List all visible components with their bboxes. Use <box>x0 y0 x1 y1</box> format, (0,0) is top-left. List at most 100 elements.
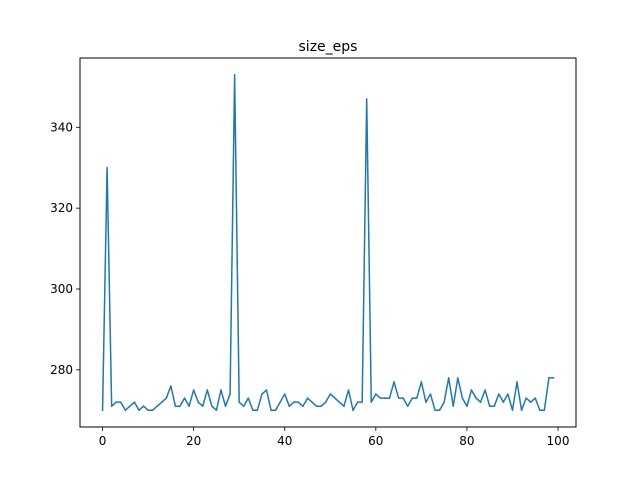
data-point <box>457 377 459 379</box>
data-point <box>402 397 404 399</box>
y-tick-label: 300 <box>50 282 73 296</box>
data-point <box>279 401 281 403</box>
data-point <box>174 405 177 407</box>
data-point <box>242 405 245 407</box>
chart-title: size_eps <box>299 39 358 55</box>
data-point <box>520 409 523 411</box>
data-point <box>297 401 300 403</box>
y-tick-label: 280 <box>50 363 73 377</box>
data-point <box>293 401 295 403</box>
data-point <box>302 405 304 407</box>
data-point <box>179 405 181 407</box>
x-tick-label: 40 <box>277 434 292 448</box>
data-point <box>397 397 400 399</box>
data-point <box>416 397 418 399</box>
data-point <box>247 397 250 399</box>
data-point <box>183 397 186 399</box>
data-point <box>211 405 213 407</box>
data-point <box>110 405 113 407</box>
data-point <box>311 401 313 403</box>
x-tick-label: 80 <box>459 434 474 448</box>
data-point <box>324 401 327 403</box>
x-tick-label: 20 <box>186 434 201 448</box>
data-point <box>101 409 104 411</box>
data-point <box>329 393 332 395</box>
data-point <box>470 389 473 391</box>
data-point <box>252 409 254 411</box>
data-point <box>425 401 427 403</box>
x-tick-label: 60 <box>368 434 383 448</box>
data-point <box>447 377 450 379</box>
data-point <box>201 405 204 407</box>
y-axis-ticks: 280 300 320 340 <box>50 120 80 377</box>
data-point <box>288 405 291 407</box>
data-point <box>151 409 154 411</box>
data-point <box>106 166 108 169</box>
x-axis-ticks: 0 20 40 60 80 100 <box>99 427 570 448</box>
y-tick-label: 340 <box>50 120 73 134</box>
data-point <box>466 405 468 407</box>
data-point <box>534 397 536 399</box>
y-tick-label: 320 <box>50 201 73 215</box>
data-point <box>338 401 341 403</box>
data-point <box>315 405 318 407</box>
data-point <box>488 405 491 407</box>
data-point <box>256 409 259 411</box>
data-point <box>356 401 359 403</box>
data-point <box>165 397 168 399</box>
data-point <box>507 393 509 395</box>
data-point <box>370 401 373 403</box>
x-tick-label: 0 <box>99 434 107 448</box>
series-line <box>101 74 555 411</box>
data-point <box>129 405 131 407</box>
data-point <box>265 389 268 391</box>
data-point <box>120 401 122 403</box>
data-point <box>238 401 240 403</box>
data-point <box>479 401 482 403</box>
data-points <box>101 74 555 411</box>
data-point <box>192 389 195 391</box>
data-point <box>420 381 423 383</box>
data-point <box>365 98 368 100</box>
data-point <box>142 405 145 407</box>
data-point <box>438 409 441 411</box>
data-point <box>197 401 199 403</box>
data-point <box>215 409 218 411</box>
data-point <box>388 397 391 399</box>
data-point <box>516 381 518 383</box>
data-point <box>484 389 486 391</box>
x-tick-label: 100 <box>547 434 570 448</box>
data-point <box>493 405 495 407</box>
data-point <box>406 405 409 407</box>
data-point <box>511 409 514 411</box>
data-point <box>361 401 363 403</box>
data-point <box>502 401 505 403</box>
data-point <box>525 397 527 399</box>
data-point <box>206 389 209 391</box>
data-point <box>229 393 231 395</box>
data-point <box>343 405 345 407</box>
data-point <box>434 409 436 411</box>
data-point <box>452 405 455 407</box>
data-point <box>475 397 477 399</box>
data-point <box>543 409 546 411</box>
data-point <box>375 393 377 395</box>
data-point <box>306 397 309 399</box>
data-point <box>539 409 541 411</box>
data-point <box>161 401 163 403</box>
data-point <box>133 401 136 403</box>
data-point <box>393 381 395 383</box>
data-point <box>461 397 464 399</box>
data-point <box>498 393 500 395</box>
data-point <box>334 397 336 399</box>
data-point <box>443 401 445 403</box>
data-point <box>270 409 272 411</box>
data-point <box>170 385 172 387</box>
data-point <box>224 405 227 407</box>
data-point <box>529 401 532 403</box>
data-point <box>352 409 354 411</box>
data-point <box>429 393 432 395</box>
plot-area-frame <box>79 57 577 428</box>
data-point <box>411 397 414 399</box>
